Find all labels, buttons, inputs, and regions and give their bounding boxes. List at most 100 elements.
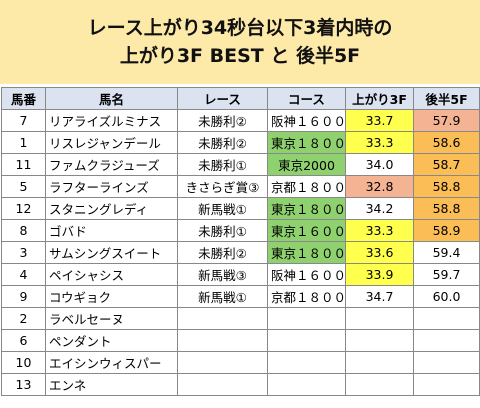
cell: 阪神１６００ — [267, 109, 346, 132]
table-row: 5 ラフターラインズ きさらぎ賞③ 京都１８００ 32.8 58.8 — [1, 175, 480, 198]
cell: 2 — [1, 307, 46, 330]
column-header: コース — [267, 87, 346, 110]
column-header: レース — [177, 87, 268, 110]
table-row: 1 リスレジャンデール 未勝利② 東京１８００ 33.3 58.6 — [1, 131, 480, 154]
cell: 3 — [1, 241, 46, 264]
table-row: 7 リアライズルミナス 未勝利② 阪神１６００ 33.7 57.9 — [1, 109, 480, 132]
cell: 34.0 — [345, 153, 414, 176]
cell: ラベルセーヌ — [45, 307, 178, 330]
cell: 4 — [1, 263, 46, 286]
table-row: 2 ラベルセーヌ — [1, 307, 480, 330]
table-row: 11 ファムクラジューズ 未勝利① 東京2000 34.0 58.7 — [1, 153, 480, 176]
column-header: 後半5F — [413, 87, 480, 110]
table-row: 13 エンネ — [1, 373, 480, 396]
cell: 東京2000 — [267, 153, 346, 176]
cell — [177, 307, 268, 330]
table-body: 7 リアライズルミナス 未勝利② 阪神１６００ 33.7 57.9 1 リスレジャンデール 未勝… — [1, 109, 480, 396]
cell: 33.3 — [345, 219, 414, 242]
cell — [345, 307, 414, 330]
cell: エンネ — [45, 373, 178, 396]
header-row: 馬番 馬名 レース コース 上がり3F 後半5F — [1, 87, 480, 110]
table-row: 10 エイシンウィスパー — [1, 351, 480, 374]
cell: 60.0 — [413, 285, 480, 308]
cell: 6 — [1, 329, 46, 352]
cell: 33.6 — [345, 241, 414, 264]
cell: 10 — [1, 351, 46, 374]
cell: 未勝利② — [177, 131, 268, 154]
cell: 京都１８００ — [267, 175, 346, 198]
cell: ファムクラジューズ — [45, 153, 178, 176]
cell: 京都１８００ — [267, 285, 346, 308]
cell: 5 — [1, 175, 46, 198]
cell: 1 — [1, 131, 46, 154]
title-box: レース上がり34秒台以下3着内時の 上がり3F BEST と 後半5F — [0, 0, 480, 84]
cell: 9 — [1, 285, 46, 308]
cell — [267, 351, 346, 374]
cell: 34.2 — [345, 197, 414, 220]
table: 馬番 馬名 レース コース 上がり3F 後半5F 7 リアライズルミナス 未勝利② 阪神１６００… — [1, 87, 480, 396]
cell — [413, 351, 480, 374]
cell — [345, 329, 414, 352]
cell — [177, 351, 268, 374]
cell — [413, 373, 480, 396]
cell: 34.7 — [345, 285, 414, 308]
cell — [267, 329, 346, 352]
cell: ラフターラインズ — [45, 175, 178, 198]
cell: 58.7 — [413, 153, 480, 176]
cell: 東京１８００ — [267, 241, 346, 264]
cell: 58.6 — [413, 131, 480, 154]
cell: ペイシャシス — [45, 263, 178, 286]
cell: 阪神１６００ — [267, 263, 346, 286]
title-line: レース上がり34秒台以下3着内時の — [87, 17, 393, 39]
cell: 未勝利① — [177, 219, 268, 242]
cell — [413, 307, 480, 330]
cell — [267, 373, 346, 396]
cell: 33.9 — [345, 263, 414, 286]
title-line: 上がり3F BEST と 後半5F — [119, 45, 361, 67]
cell: 33.3 — [345, 131, 414, 154]
cell: 59.7 — [413, 263, 480, 286]
cell: 13 — [1, 373, 46, 396]
cell: 東京１６００ — [267, 219, 346, 242]
cell: 8 — [1, 219, 46, 242]
cell: 58.8 — [413, 197, 480, 220]
cell: リスレジャンデール — [45, 131, 178, 154]
cell: 58.9 — [413, 219, 480, 242]
cell — [177, 329, 268, 352]
cell: 未勝利① — [177, 153, 268, 176]
cell: サムシングスイート — [45, 241, 178, 264]
cell: 33.7 — [345, 109, 414, 132]
cell — [267, 307, 346, 330]
cell: 未勝利② — [177, 241, 268, 264]
column-header: 馬番 — [1, 87, 46, 110]
cell: 未勝利② — [177, 109, 268, 132]
cell — [413, 329, 480, 352]
cell: リアライズルミナス — [45, 109, 178, 132]
cell: 7 — [1, 109, 46, 132]
column-header: 馬名 — [45, 87, 178, 110]
cell: 32.8 — [345, 175, 414, 198]
cell: 東京１８００ — [267, 197, 346, 220]
table-row: 12 スタニングレディ 新馬戦① 東京１８００ 34.2 58.8 — [1, 197, 480, 220]
cell: スタニングレディ — [45, 197, 178, 220]
cell: 58.8 — [413, 175, 480, 198]
table-row: 4 ペイシャシス 新馬戦③ 阪神１６００ 33.9 59.7 — [1, 263, 480, 286]
cell: 11 — [1, 153, 46, 176]
cell — [345, 373, 414, 396]
cell — [345, 351, 414, 374]
table-row: 3 サムシングスイート 未勝利② 東京１８００ 33.6 59.4 — [1, 241, 480, 264]
cell — [177, 373, 268, 396]
cell: 57.9 — [413, 109, 480, 132]
cell: 新馬戦① — [177, 285, 268, 308]
table-row: 9 コウギョク 新馬戦① 京都１８００ 34.7 60.0 — [1, 285, 480, 308]
cell: 12 — [1, 197, 46, 220]
cell: 新馬戦③ — [177, 263, 268, 286]
table-row: 8 ゴバド 未勝利① 東京１６００ 33.3 58.9 — [1, 219, 480, 242]
cell: エイシンウィスパー — [45, 351, 178, 374]
cell: きさらぎ賞③ — [177, 175, 268, 198]
cell: コウギョク — [45, 285, 178, 308]
cell: ペンダント — [45, 329, 178, 352]
cell: ゴバド — [45, 219, 178, 242]
cell: 東京１８００ — [267, 131, 346, 154]
